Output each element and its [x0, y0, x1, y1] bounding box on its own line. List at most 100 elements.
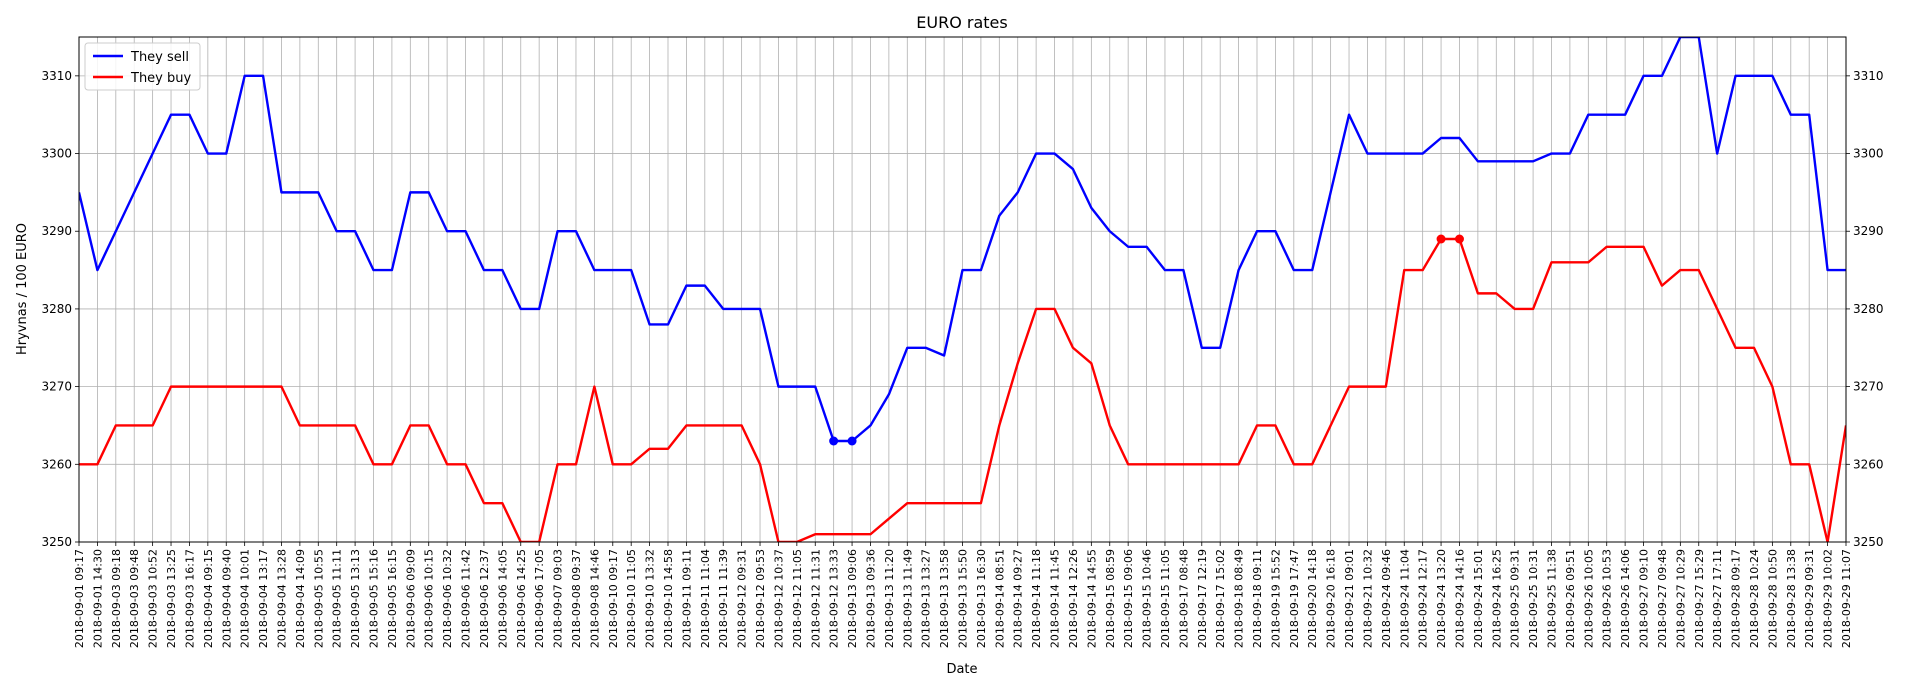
- x-tick-label: 2018-09-03 10:52: [147, 549, 160, 648]
- legend-label-sell: They sell: [130, 50, 189, 65]
- x-tick-label: 2018-09-17 08:48: [1177, 549, 1190, 648]
- x-tick-label: 2018-09-03 13:25: [165, 549, 178, 648]
- x-tick-label: 2018-09-08 09:37: [570, 549, 583, 648]
- x-tick-label: 2018-09-18 08:49: [1233, 549, 1246, 648]
- x-tick-label: 2018-09-26 10:05: [1582, 549, 1595, 648]
- x-tick-label: 2018-09-15 10:46: [1141, 549, 1154, 648]
- x-tick-label: 2018-09-25 09:31: [1509, 549, 1522, 648]
- x-tick-label: 2018-09-27 09:10: [1638, 549, 1651, 648]
- series-line-buy: [79, 237, 1846, 542]
- x-tick-label: 2018-09-07 09:03: [552, 549, 565, 648]
- buy-marker-point: [1436, 234, 1446, 244]
- sell-marker-point: [829, 436, 839, 446]
- x-tick-label: 2018-09-13 11:49: [901, 549, 914, 648]
- x-tick-label: 2018-09-03 09:48: [128, 549, 141, 648]
- x-tick-label: 2018-09-13 09:06: [846, 549, 859, 648]
- y-tick-label-right: 3300: [1853, 147, 1884, 161]
- x-tick-label: 2018-09-13 09:36: [864, 549, 877, 648]
- y-axis-label: Hryvnas / 100 EURO: [15, 223, 30, 355]
- x-tick-label: 2018-09-06 10:32: [441, 549, 454, 648]
- x-tick-label: 2018-09-04 14:09: [294, 549, 307, 648]
- x-tick-label: 2018-09-12 11:05: [791, 549, 804, 648]
- x-tick-label: 2018-09-06 12:37: [478, 549, 491, 648]
- x-tick-label: 2018-09-25 11:38: [1546, 549, 1559, 648]
- y-tick-label-right: 3250: [1853, 535, 1884, 549]
- y-tick-label-right: 3270: [1853, 380, 1884, 394]
- y-tick-label: 3290: [41, 224, 72, 238]
- axes: 2018-09-01 09:17 2018-09-01 14:30 2018-09-…: [41, 69, 1883, 648]
- x-tick-label: 2018-09-06 14:05: [496, 549, 509, 648]
- x-tick-label: 2018-09-05 13:13: [349, 549, 362, 648]
- x-tick-label: 2018-09-10 09:17: [607, 549, 620, 648]
- x-tick-label: 2018-09-11 11:39: [717, 549, 730, 648]
- x-tick-label: 2018-09-05 11:11: [331, 549, 344, 648]
- y-tick-label: 3280: [41, 302, 72, 316]
- x-tick-label: 2018-09-13 13:27: [920, 549, 933, 648]
- x-tick-label: 2018-09-14 14:55: [1085, 549, 1098, 648]
- x-tick-label: 2018-09-17 12:19: [1196, 549, 1209, 648]
- x-tick-label: 2018-09-04 09:15: [202, 549, 215, 648]
- x-tick-label: 2018-09-27 09:48: [1656, 549, 1669, 648]
- chart-title: EURO rates: [916, 13, 1007, 32]
- y-tick-label: 3260: [41, 457, 72, 471]
- x-tick-label: 2018-09-24 12:17: [1417, 549, 1430, 648]
- x-tick-label: 2018-09-29 10:02: [1822, 549, 1835, 648]
- y-tick-label-right: 3260: [1853, 457, 1884, 471]
- x-tick-label: 2018-09-12 09:53: [754, 549, 767, 648]
- x-tick-label: 2018-09-03 09:18: [110, 549, 123, 648]
- x-tick-label: 2018-09-18 09:11: [1251, 549, 1264, 648]
- x-tick-label: 2018-09-13 13:58: [938, 549, 951, 648]
- x-tick-label: 2018-09-21 09:01: [1343, 549, 1356, 648]
- legend: They sell They buy: [84, 42, 201, 91]
- y-tick-label-right: 3310: [1853, 69, 1884, 83]
- series-group: [79, 37, 1846, 542]
- x-tick-label: 2018-09-26 09:51: [1564, 549, 1577, 648]
- x-tick-label: 2018-09-11 09:11: [680, 549, 693, 648]
- x-tick-label: 2018-09-14 09:27: [1012, 549, 1025, 648]
- x-tick-label: 2018-09-12 10:37: [772, 549, 785, 648]
- y-tick-label-right: 3290: [1853, 224, 1884, 238]
- x-tick-label: 2018-09-06 10:15: [423, 549, 436, 648]
- x-tick-label: 2018-09-24 16:25: [1490, 549, 1503, 648]
- y-tick-label: 3310: [41, 69, 72, 83]
- x-tick-label: 2018-09-24 09:46: [1380, 549, 1393, 648]
- x-tick-label: 2018-09-12 13:33: [828, 549, 841, 648]
- x-tick-label: 2018-09-14 11:18: [1030, 549, 1043, 648]
- x-tick-label: 2018-09-13 15:50: [957, 549, 970, 648]
- sell-marker-point: [847, 436, 857, 446]
- y-tick-label: 3270: [41, 380, 72, 394]
- x-tick-label: 2018-09-27 17:11: [1711, 549, 1724, 648]
- y-tick-label: 3250: [41, 535, 72, 549]
- x-tick-label: 2018-09-24 14:16: [1453, 549, 1466, 648]
- x-tick-label: 2018-09-26 10:53: [1601, 549, 1614, 648]
- grid-lines: [78, 37, 1847, 543]
- x-tick-label: 2018-09-15 11:05: [1159, 549, 1172, 648]
- x-tick-label: 2018-09-19 15:52: [1269, 549, 1282, 648]
- x-tick-label: 2018-09-10 14:58: [662, 549, 675, 648]
- x-tick-label: 2018-09-24 15:01: [1472, 549, 1485, 648]
- x-tick-label: 2018-09-20 16:18: [1325, 549, 1338, 648]
- x-tick-label: 2018-09-05 15:16: [368, 549, 381, 648]
- x-tick-label: 2018-09-28 10:24: [1748, 549, 1761, 648]
- x-tick-label: 2018-09-28 13:38: [1785, 549, 1798, 648]
- x-tick-label: 2018-09-24 11:04: [1398, 549, 1411, 648]
- x-tick-label: 2018-09-01 14:30: [91, 549, 104, 648]
- x-tick-label: 2018-09-17 15:02: [1214, 549, 1227, 648]
- x-tick-label: 2018-09-28 10:50: [1766, 549, 1779, 648]
- x-tick-label: 2018-09-14 08:51: [993, 549, 1006, 648]
- x-tick-label: 2018-09-01 09:17: [73, 549, 86, 648]
- series-layer: [79, 37, 1846, 542]
- x-tick-label: 2018-09-08 14:46: [588, 549, 601, 648]
- x-tick-label: 2018-09-03 16:17: [183, 549, 196, 648]
- x-tick-label: 2018-09-14 11:45: [1049, 549, 1062, 648]
- x-tick-label: 2018-09-15 09:06: [1122, 549, 1135, 648]
- x-tick-label: 2018-09-21 10:32: [1361, 549, 1374, 648]
- buy-marker-point: [1454, 234, 1464, 244]
- x-tick-label: 2018-09-14 12:26: [1067, 549, 1080, 648]
- x-tick-label: 2018-09-04 10:01: [239, 549, 252, 648]
- x-tick-label: 2018-09-04 13:28: [275, 549, 288, 648]
- x-tick-label: 2018-09-11 11:04: [699, 549, 712, 648]
- x-tick-label: 2018-09-27 15:29: [1693, 549, 1706, 648]
- x-tick-label: 2018-09-19 17:47: [1288, 549, 1301, 648]
